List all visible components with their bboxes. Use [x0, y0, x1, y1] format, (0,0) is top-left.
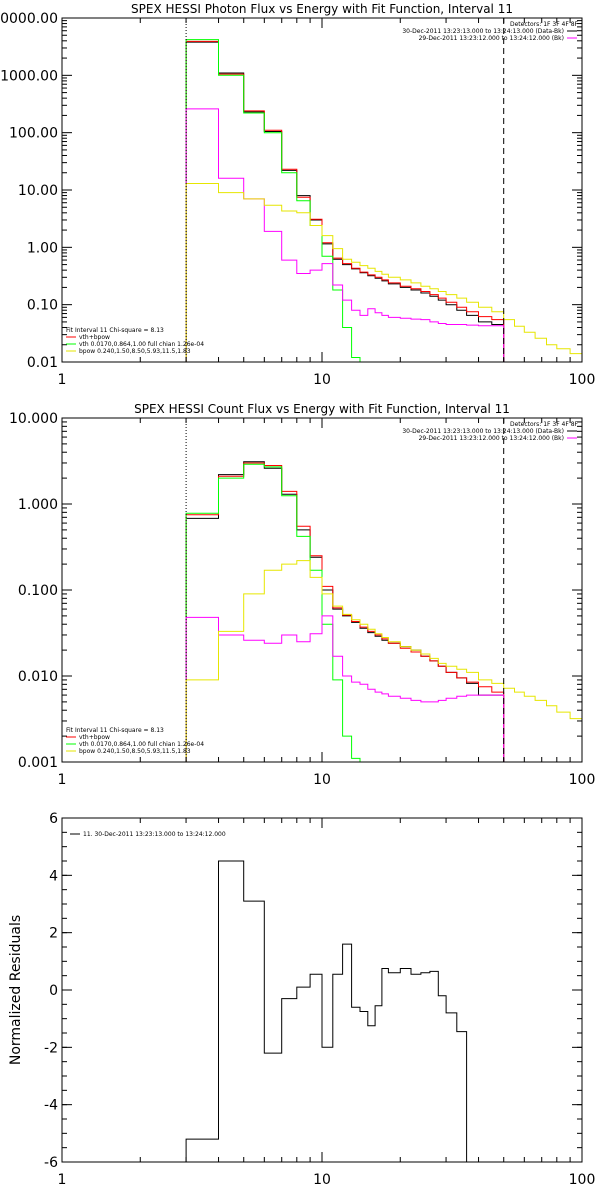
legend-entry-text: 30-Dec-2011 13:23:13.000 to 13:24:13.000… [402, 28, 564, 35]
series-1-line [185, 462, 505, 762]
legend-header: Fit Interval 11 Chi-square = 8.13 [66, 327, 164, 334]
legend-layer: 11. 30-Dec-2011 13:23:13.000 to 13:24:12… [70, 831, 226, 838]
legend-header: Fit Interval 11 Chi-square = 8.13 [66, 727, 164, 734]
y-tick-label: -6 [44, 1155, 58, 1171]
y-tick-label: 100.00 [9, 126, 58, 142]
series-layer [185, 860, 479, 1163]
series-4-line [185, 560, 583, 762]
x-tick-label: 10 [313, 372, 331, 388]
y-tick-label: 0.010 [18, 669, 58, 685]
legend-entry-text: 30-Dec-2011 13:23:13.000 to 13:24:13.000… [402, 428, 564, 435]
series-4-line [185, 183, 583, 362]
y-tick-label: 0.100 [18, 583, 58, 599]
marker-lines [185, 18, 505, 362]
legend-entry-text: bpow 0.240,1.50,8.50,5.93,11.5,1.83 [79, 348, 191, 355]
legend-header: Detectors: 1F 3F 4F 8F [510, 421, 579, 428]
count-flux-panel: SPEX HESSI Count Flux vs Energy with Fit… [9, 402, 595, 788]
y-tick-label: 1.00 [27, 240, 58, 256]
marker-lines [185, 418, 505, 762]
x-tick-label: 1 [58, 1172, 67, 1188]
series-layer [185, 39, 583, 362]
y-tick-label: -4 [44, 1098, 58, 1114]
y-tick-label: 0.001 [18, 755, 58, 771]
y-tick-label: 10.000 [9, 411, 58, 427]
series-2-line [185, 39, 361, 362]
legend-entry-text: bpow 0.240,1.50,8.50,5.93,11.5,1.83 [79, 748, 191, 755]
axis-layer: 1 10 100 0.001 0.010 0.100 1.000 10.000 [9, 411, 595, 788]
y-tick-label: 1000.00 [0, 68, 58, 84]
photon-flux-panel: SPEX HESSI Photon Flux vs Energy with Fi… [0, 2, 595, 388]
axis-layer: 1 10 100 -6 -4 -2 0 2 4 6 [44, 811, 595, 1188]
series-0-line [185, 41, 505, 362]
series-2-line [185, 463, 361, 762]
x-tick-label: 1 [58, 372, 67, 388]
y-tick-label: -2 [44, 1040, 58, 1056]
legend-entry-text: 11. 30-Dec-2011 13:23:13.000 to 13:24:12… [83, 831, 226, 838]
y-tick-label: 1.000 [18, 497, 58, 513]
y-tick-label: 4 [49, 868, 58, 884]
x-tick-label: 100 [569, 1172, 596, 1188]
residuals-panel: Normalized Residuals 1 10 100 -6 -4 -2 0 2 4 6 11… [8, 811, 595, 1188]
y-tick-label: 2 [49, 926, 58, 942]
y-axis-label: Normalized Residuals [8, 915, 24, 1065]
y-tick-label: 0 [49, 983, 58, 999]
x-tick-label: 100 [569, 772, 596, 788]
y-tick-label: 10000.00 [0, 11, 58, 27]
series-3-line [185, 108, 505, 362]
legend-header: Detectors: 1F 3F 4F 8F [510, 21, 579, 28]
legend-entry-text: 29-Dec-2011 13:23:12.000 to 13:24:12.000… [419, 35, 564, 42]
x-tick-label: 10 [313, 772, 331, 788]
x-tick-label: 1 [58, 772, 67, 788]
legend-entry-text: 29-Dec-2011 13:23:12.000 to 13:24:12.000… [419, 435, 564, 442]
series-1-line [185, 40, 505, 362]
x-tick-label: 10 [313, 1172, 331, 1188]
axis-layer: 1 10 100 0.01 0.10 1.00 10.00 100.00 1000.00 1000… [0, 11, 595, 388]
series-3-line [185, 615, 505, 762]
legend-entry-text: vth 0.0170,0.864,1.00 full chian 1.26e-0… [79, 741, 204, 748]
legend-entry-text: vth 0.0170,0.864,1.00 full chian 1.26e-0… [79, 341, 204, 348]
series-0-line [185, 461, 505, 762]
y-tick-label: 10.00 [18, 183, 58, 199]
y-tick-label: 0.10 [27, 298, 58, 314]
panel-title: SPEX HESSI Count Flux vs Energy with Fit… [134, 402, 510, 416]
panel-title: SPEX HESSI Photon Flux vs Energy with Fi… [131, 2, 513, 16]
y-tick-label: 0.01 [27, 355, 58, 371]
series-layer [185, 461, 583, 762]
legend-entry-text: vth+bpow [79, 734, 110, 741]
series-0-line [185, 860, 479, 1163]
legend-entry-text: vth+bpow [79, 334, 110, 341]
y-tick-label: 6 [49, 811, 58, 827]
x-tick-label: 100 [569, 372, 596, 388]
